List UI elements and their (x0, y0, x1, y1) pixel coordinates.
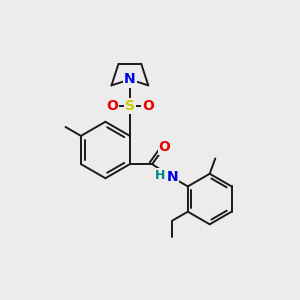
Text: N: N (167, 170, 178, 184)
Text: O: O (159, 140, 171, 154)
Text: S: S (125, 99, 135, 113)
Text: O: O (142, 99, 154, 113)
Text: H: H (155, 169, 165, 182)
Text: O: O (106, 99, 118, 113)
Text: N: N (124, 72, 136, 86)
